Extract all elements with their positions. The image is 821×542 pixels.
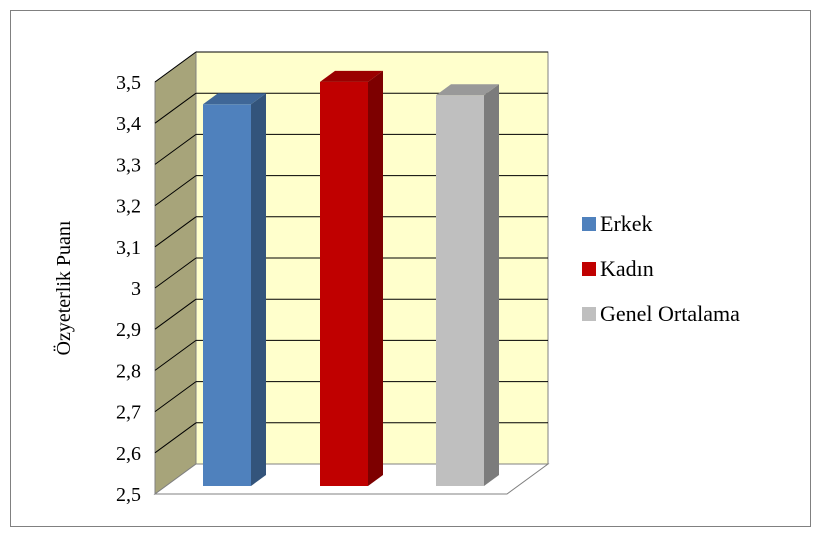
legend-swatch-kadin [582, 261, 596, 276]
y-axis-label: Özyeterlik Puanı [52, 220, 75, 355]
bar-side-erkek [251, 93, 266, 487]
legend-item-genel-ortalama: Genel Ortalama [582, 300, 740, 327]
y-tick-label: 3,2 [116, 196, 141, 218]
legend-label-erkek: Erkek [600, 210, 653, 236]
legend-item-kadin: Kadın [582, 255, 740, 282]
bar-side-genel-ortalama [484, 84, 499, 486]
legend-swatch-genel-ortalama [582, 306, 596, 321]
y-axis-ticks: 2,5 2,6 2,7 2,8 2,9 3 3,1 3,2 3,3 3,4 3,5 [116, 72, 141, 506]
gridline-side [154, 175, 197, 207]
bar-front-kad-n [320, 81, 368, 486]
y-tick-label: 3,4 [116, 113, 141, 135]
gridline-side [154, 51, 197, 83]
gridline-side [154, 339, 197, 371]
y-tick-label: 2,5 [116, 484, 141, 506]
gridline-side [154, 216, 197, 248]
gridline-side [154, 381, 197, 413]
gridline-side [154, 133, 197, 165]
y-tick-label: 3,5 [116, 72, 141, 94]
bar-kad-n [320, 70, 383, 486]
y-tick-label: 2,8 [116, 360, 141, 382]
gridline-side [154, 257, 197, 289]
bar-front-genel-ortalama [436, 95, 484, 486]
y-tick-label: 2,9 [116, 319, 141, 341]
legend-swatch-erkek [582, 216, 596, 231]
gridline-side [154, 298, 197, 330]
bar-erkek [203, 93, 266, 487]
legend-item-erkek: Erkek [582, 210, 740, 237]
bar-side-kad-n [368, 70, 383, 486]
bar-genel-ortalama [436, 84, 499, 486]
gridline-side [154, 422, 197, 454]
y-tick-label: 2,7 [116, 402, 141, 424]
bar-top-kad-n [320, 70, 383, 82]
y-tick-label: 3 [131, 278, 141, 300]
y-tick-label: 3,1 [116, 237, 141, 259]
legend-label-genel-ortalama: Genel Ortalama [600, 300, 740, 326]
bar-top-erkek [203, 93, 266, 105]
gridline-side [154, 92, 197, 124]
legend-label-kadin: Kadın [600, 255, 654, 281]
bars [203, 70, 499, 487]
bar-top-genel-ortalama [436, 84, 499, 96]
y-tick-label: 2,6 [116, 443, 141, 465]
legend: Erkek Kadın Genel Ortalama [582, 210, 740, 345]
y-tick-label: 3,3 [116, 154, 141, 176]
bar-front-erkek [203, 104, 251, 487]
